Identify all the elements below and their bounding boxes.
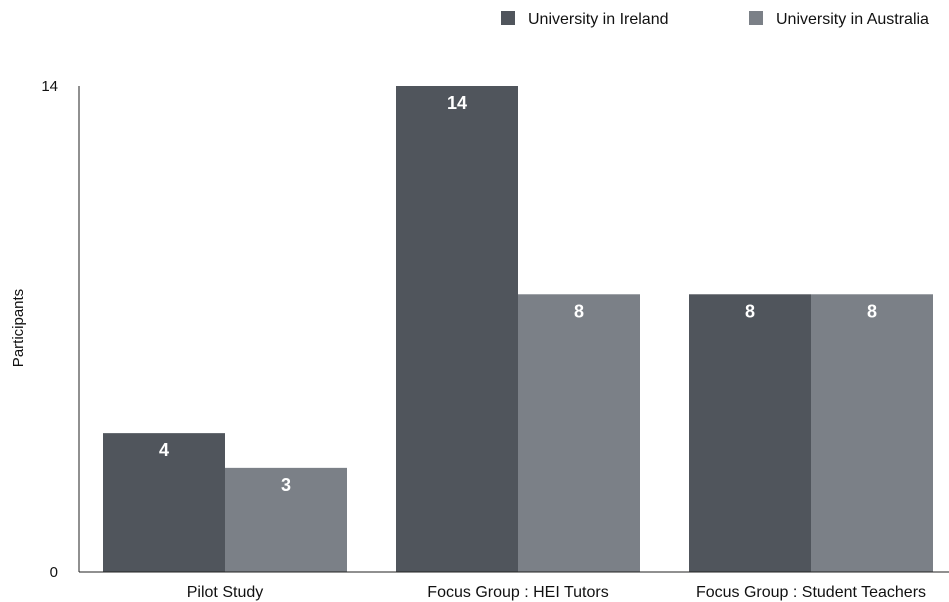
bar-value-label: 4 <box>159 440 169 460</box>
y-axis-title: Participants <box>10 289 27 367</box>
legend-item: University in Australia <box>749 11 929 28</box>
legend-item: University in Ireland <box>501 11 669 28</box>
bar <box>103 433 225 572</box>
bar <box>811 294 933 572</box>
legend-label: University in Australia <box>776 11 929 28</box>
bar-value-labels: 4 3 14 8 8 8 <box>159 93 877 495</box>
axes <box>78 86 949 573</box>
category-label: Focus Group : Student Teachers <box>696 584 926 601</box>
bar-value-label: 8 <box>867 301 877 321</box>
legend-swatch <box>501 11 515 25</box>
legend: University in Ireland University in Austr… <box>501 11 929 28</box>
y-tick-label: 14 <box>41 78 58 95</box>
bar-value-label: 3 <box>281 475 291 495</box>
bar-value-label: 8 <box>574 301 584 321</box>
bar-value-label: 14 <box>447 93 467 113</box>
x-axis-category-labels: Pilot Study Focus Group : HEI Tutors Focus… <box>187 584 926 601</box>
bar-value-label: 8 <box>745 301 755 321</box>
bars <box>103 86 933 572</box>
category-label: Focus Group : HEI Tutors <box>427 584 608 601</box>
category-label: Pilot Study <box>187 584 263 601</box>
y-axis-ticks: 0 14 <box>41 78 58 581</box>
bar <box>396 86 518 572</box>
y-tick-label: 0 <box>50 564 58 581</box>
bar <box>518 294 640 572</box>
legend-label: University in Ireland <box>528 11 669 28</box>
legend-swatch <box>749 11 763 25</box>
bar <box>689 294 811 572</box>
bar <box>225 467 347 572</box>
